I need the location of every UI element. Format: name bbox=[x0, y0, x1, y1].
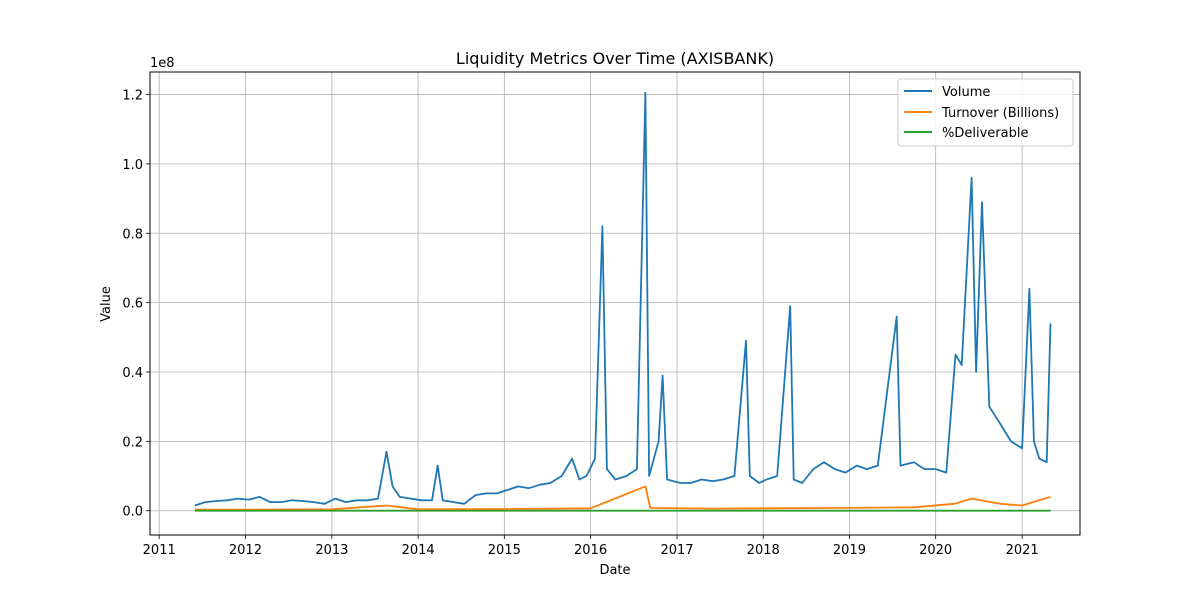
x-tick-label: 2019 bbox=[833, 543, 866, 558]
legend-box bbox=[897, 78, 1074, 147]
chart-title: Liquidity Metrics Over Time (AXISBANK) bbox=[456, 49, 774, 68]
x-tick-label: 2017 bbox=[660, 543, 693, 558]
x-tick-label: 2012 bbox=[229, 543, 262, 558]
y-axis-label: Value bbox=[99, 286, 114, 322]
x-tick-label: 2015 bbox=[488, 543, 521, 558]
y-tick-label: 0.6 bbox=[122, 297, 143, 312]
series-line-volume bbox=[194, 91, 1052, 507]
y-tick-label: 0.0 bbox=[122, 505, 143, 520]
x-tick-label: 2013 bbox=[315, 543, 348, 558]
x-tick-label: 2018 bbox=[747, 543, 780, 558]
y-tick-label: 0.4 bbox=[122, 366, 143, 381]
x-tick-label: 2016 bbox=[574, 543, 607, 558]
x-tick-label: 2014 bbox=[402, 543, 435, 558]
y-tick-label: 1.0 bbox=[122, 158, 143, 173]
x-tick-label: 2020 bbox=[919, 543, 952, 558]
legend-label-deliverable: %Deliverable bbox=[942, 126, 1028, 141]
x-tick-label: 2011 bbox=[143, 543, 176, 558]
x-axis-label: Date bbox=[599, 563, 630, 578]
y-axis-offset-label: 1e8 bbox=[150, 56, 175, 71]
legend: Volume Turnover (Billions) %Deliverable bbox=[897, 78, 1074, 147]
y-tick-label: 0.8 bbox=[122, 227, 143, 242]
legend-label-turnover: Turnover (Billions) bbox=[941, 106, 1059, 121]
y-tick-label: 1.2 bbox=[122, 89, 143, 104]
legend-label-volume: Volume bbox=[942, 85, 990, 100]
y-tick-label: 0.2 bbox=[122, 435, 143, 450]
plot-series bbox=[194, 91, 1052, 512]
x-tick-label: 2021 bbox=[1006, 543, 1039, 558]
series-line-turnover bbox=[194, 485, 1051, 511]
y-axis-ticks: 0.0 0.2 0.4 0.6 0.8 1.0 1.2 bbox=[122, 89, 150, 520]
x-axis-ticks: 2011 2012 2013 2014 2015 2016 2017 2018 2019 2020… bbox=[143, 535, 1039, 558]
grid-lines bbox=[150, 72, 1080, 535]
plot-frame bbox=[149, 71, 1081, 536]
